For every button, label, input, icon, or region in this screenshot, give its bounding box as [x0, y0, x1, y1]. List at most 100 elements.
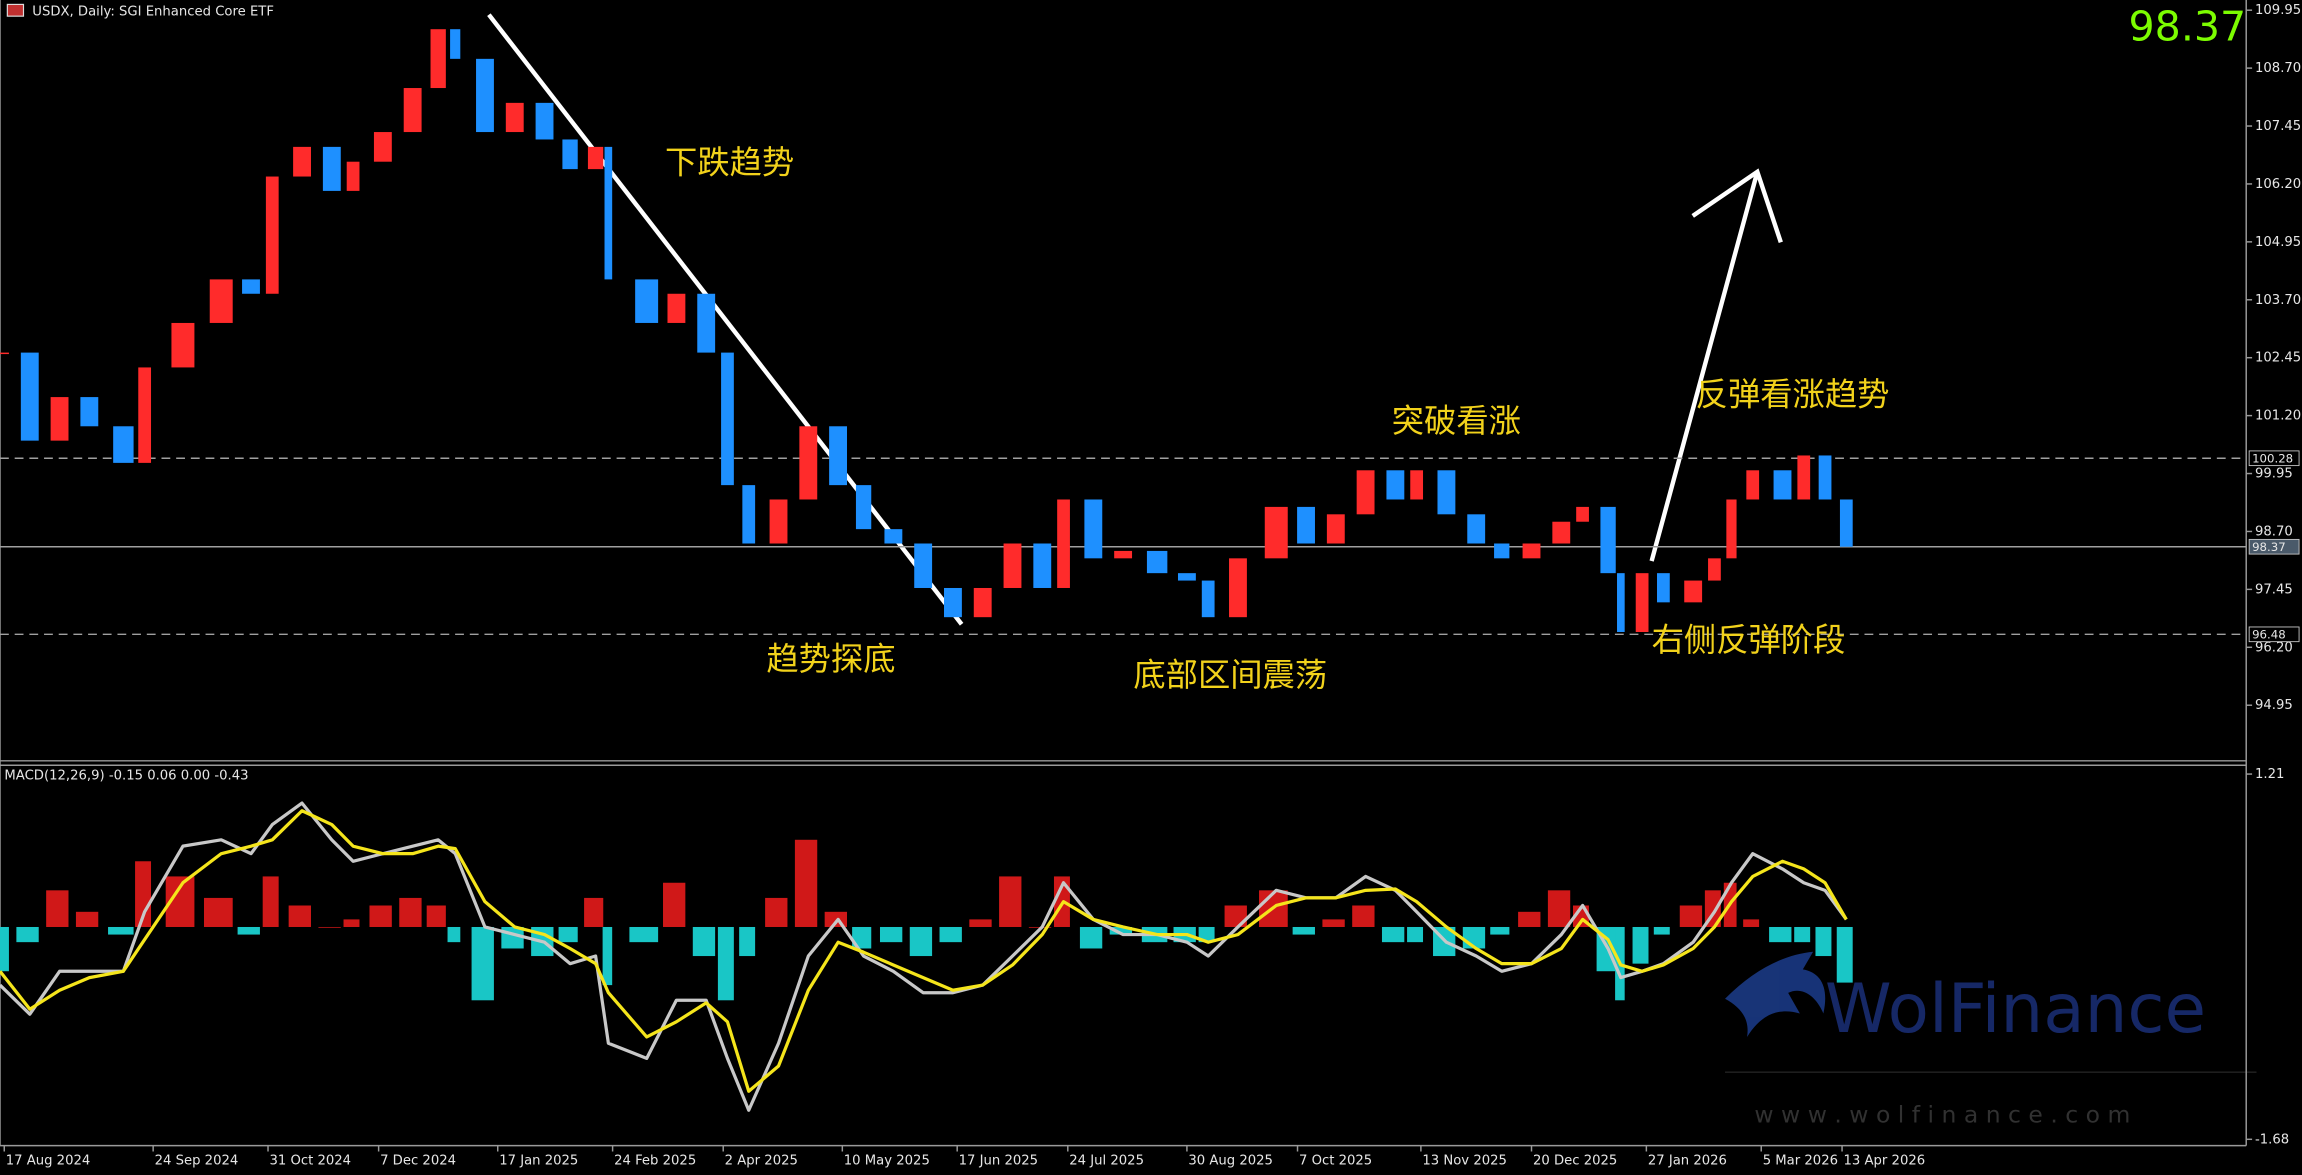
candle — [113, 426, 134, 463]
candle — [1114, 550, 1133, 559]
candle — [1003, 543, 1022, 588]
x-tick-label: 17 Jun 2025 — [959, 1153, 1038, 1168]
histogram-bar — [794, 839, 818, 927]
candle — [171, 322, 195, 368]
candle — [1684, 580, 1703, 603]
candle — [535, 102, 554, 140]
histogram-bar — [237, 926, 260, 935]
candle — [346, 161, 360, 191]
candle — [1746, 470, 1760, 500]
candle — [1494, 543, 1510, 559]
y-tick-label: 1.21 — [2255, 767, 2284, 782]
level-label: 98.37 — [2252, 540, 2286, 554]
histogram-bar — [1769, 926, 1792, 943]
candle — [1708, 558, 1721, 581]
level-label-box — [2248, 450, 2300, 467]
candle — [1437, 470, 1456, 515]
candle — [884, 529, 903, 544]
candle — [1617, 573, 1625, 633]
x-tick-label: 30 Aug 2025 — [1188, 1153, 1273, 1168]
symbol-icon — [6, 3, 25, 17]
histogram-bar — [0, 926, 9, 972]
candle — [944, 587, 962, 618]
y-tick-label: 101.20 — [2255, 409, 2301, 424]
candle — [697, 293, 716, 353]
histogram-bar — [1292, 926, 1315, 935]
x-tick-label: 27 Jan 2026 — [1648, 1153, 1727, 1168]
histogram-bar — [262, 876, 279, 927]
histogram-bar — [1836, 926, 1853, 983]
histogram-bar — [1743, 919, 1760, 927]
histogram-bar — [203, 897, 233, 927]
histogram-bar — [399, 897, 422, 927]
histogram-bar — [447, 926, 461, 943]
annotation: 突破看涨 — [1392, 402, 1521, 440]
candle — [138, 367, 152, 463]
annotation: 底部区间震荡 — [1133, 656, 1327, 694]
candle — [1797, 455, 1811, 500]
candle — [403, 88, 422, 133]
macd-line — [0, 809, 1848, 1093]
watermark-url: w w w . w o l f i n a n c e . c o m — [1754, 1101, 2130, 1129]
x-tick-label: 13 Nov 2025 — [1422, 1153, 1507, 1168]
candle — [1635, 573, 1649, 633]
histogram-bar — [369, 905, 392, 927]
histogram-bar — [1653, 926, 1670, 935]
y-tick-label: 107.45 — [2255, 119, 2301, 134]
candle — [1356, 470, 1375, 515]
candle — [1467, 514, 1486, 544]
candle — [667, 293, 686, 323]
candle — [1033, 543, 1052, 588]
histogram-bar — [426, 905, 446, 927]
histogram-bar — [717, 926, 734, 1001]
histogram-bar — [1547, 890, 1571, 927]
histogram-bar — [558, 926, 578, 943]
x-tick-label: 2 Apr 2025 — [725, 1153, 798, 1168]
annotation: 右侧反弹阶段 — [1652, 621, 1846, 659]
candle — [604, 146, 613, 280]
histogram-bar — [629, 926, 659, 943]
candle — [1552, 521, 1571, 544]
y-tick-label: 94.95 — [2255, 698, 2293, 713]
candle — [829, 426, 848, 486]
x-tick-label: 5 Mar 2026 — [1763, 1153, 1838, 1168]
candle — [973, 587, 992, 618]
histogram-bar — [999, 876, 1022, 927]
y-tick-label: 104.95 — [2255, 235, 2301, 250]
x-tick-label: 13 Apr 2026 — [1844, 1153, 1926, 1168]
histogram-bar — [692, 926, 716, 957]
marks: 109.95 108.70 107.45 106.20 104.95 103.70 102.… — [0, 3, 2301, 1168]
x-tick-label: 17 Jan 2025 — [499, 1153, 578, 1168]
trend-arrow — [1649, 171, 1760, 562]
histogram-bar — [75, 911, 99, 927]
wolf-logo — [1725, 951, 1826, 1037]
watermark: WolFinance w w w . w o l f i n a n c e .… — [1725, 951, 2257, 1129]
candle — [1600, 506, 1616, 574]
candle — [1726, 499, 1737, 559]
y-tick-label: 97.45 — [2255, 582, 2293, 597]
candle — [20, 352, 39, 441]
x-tick-label: 24 Feb 2025 — [614, 1153, 696, 1168]
histogram-bar — [1352, 905, 1375, 927]
last-price: 98.37 — [2129, 2, 2247, 50]
candle — [587, 146, 604, 170]
histogram-bar — [1322, 919, 1345, 927]
histogram-bar — [602, 926, 613, 986]
candle — [1818, 455, 1832, 500]
candle — [50, 397, 69, 441]
histogram-bar — [1518, 911, 1541, 927]
histogram-bar — [288, 905, 311, 927]
candle — [1229, 558, 1247, 618]
candle — [1146, 550, 1168, 574]
histogram-bar — [1407, 926, 1424, 943]
candle — [80, 397, 99, 427]
x-tick-label: 7 Dec 2024 — [380, 1153, 456, 1168]
x-tick-label: 24 Sep 2024 — [155, 1153, 239, 1168]
histogram-bar — [969, 919, 992, 927]
y-tick-label: 96.20 — [2255, 640, 2293, 655]
histogram-bar — [1381, 926, 1405, 943]
histogram-bar — [343, 919, 360, 927]
histogram-bar — [1632, 926, 1649, 964]
